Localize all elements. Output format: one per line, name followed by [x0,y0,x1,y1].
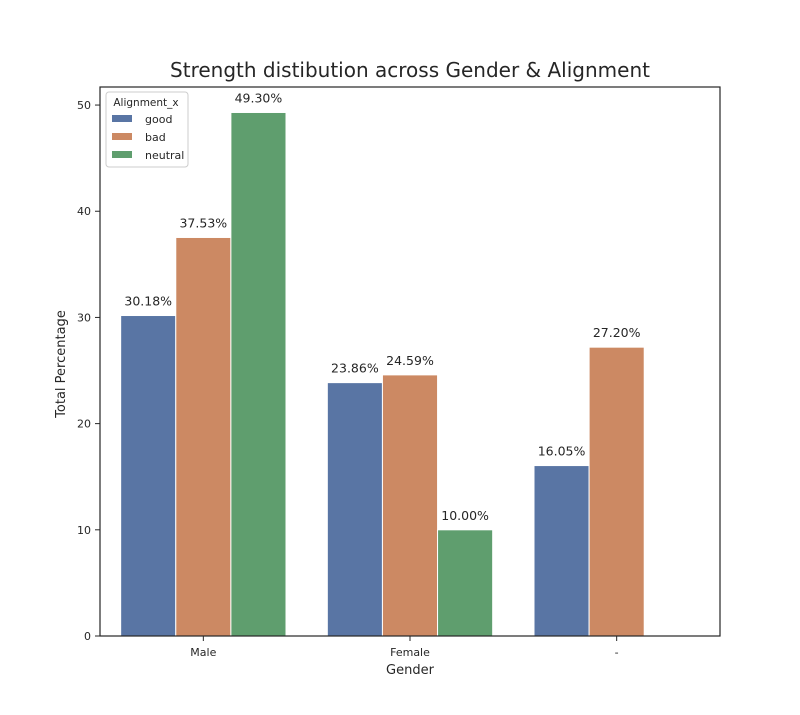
data-label-bad-0: 37.53% [179,215,227,230]
legend-swatch-good [112,115,132,122]
bar-bad-1 [381,374,439,637]
bar-bad-0 [175,236,232,637]
data-labels-layer: 30.18% 23.86% 16.05% 37.53% 24.59% 27.20% 49.3… [124,90,640,522]
x-tick-label-1: Female [390,646,430,659]
y-tick-label-20: 20 [77,418,91,431]
y-tick-label-30: 30 [77,311,91,324]
bar-good-1 [326,382,383,637]
legend-label-good: good [145,113,172,126]
x-axis-label: Gender [386,663,435,678]
x-axis: Male Female - [190,636,619,659]
bar-neutral-1 [437,529,494,637]
bar-good-2 [533,465,590,637]
y-tick-label-40: 40 [77,205,91,218]
legend-label-neutral: neutral [145,149,184,162]
x-tick-label-2: - [615,646,619,659]
y-axis: 0 10 20 30 40 50 [77,99,100,643]
x-tick-label-0: Male [190,646,216,659]
data-label-neutral-0: 49.30% [235,90,283,105]
data-label-good-2: 16.05% [538,444,586,459]
data-label-neutral-1: 10.00% [441,508,489,523]
legend-swatch-bad [112,133,132,140]
bars-layer [120,111,645,637]
data-label-good-1: 23.86% [331,361,379,376]
chart-title: Strength distibution across Gender & Ali… [170,58,650,82]
bar-neutral-0 [230,111,287,637]
y-tick-label-0: 0 [84,630,91,643]
data-label-bad-2: 27.20% [593,325,641,340]
legend-title: Alignment_x [113,97,178,109]
legend-label-bad: bad [145,131,166,144]
data-label-good-0: 30.18% [124,294,172,309]
data-label-bad-1: 24.59% [386,353,434,368]
legend-box [105,91,189,168]
y-axis-label: Total Percentage [54,310,69,419]
bar-good-0 [120,315,177,637]
bar-bad-2 [588,346,645,637]
y-tick-label-50: 50 [77,99,91,112]
y-tick-label-10: 10 [77,524,91,537]
legend-swatch-neutral [112,151,132,158]
